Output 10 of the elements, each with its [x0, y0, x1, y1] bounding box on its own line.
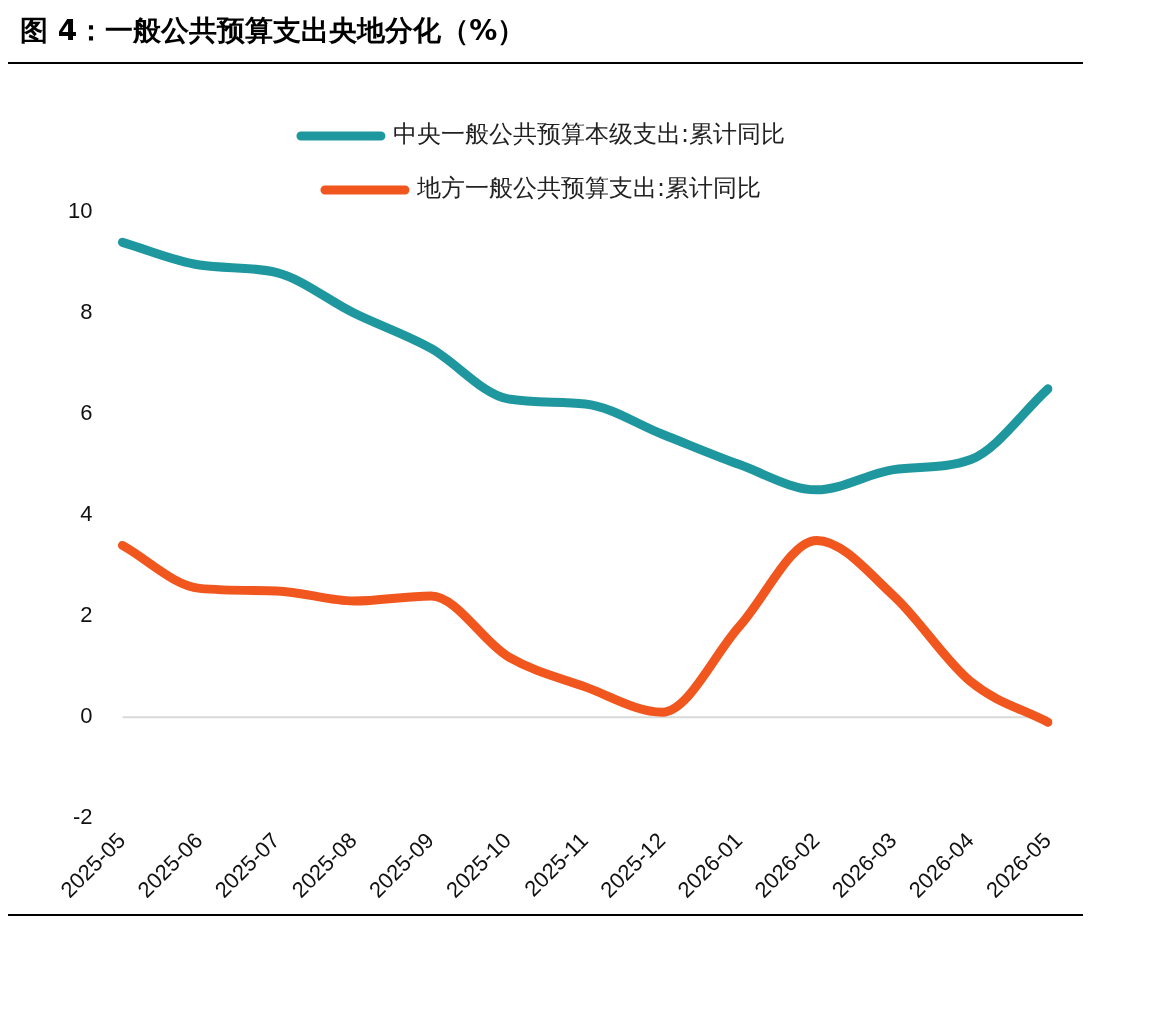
y-tick-label: 4	[80, 501, 93, 527]
y-tick-label: 0	[80, 703, 93, 729]
y-tick-label: 8	[80, 299, 93, 325]
legend-label: 中央一般公共预算本级支出:累计同比	[392, 120, 786, 149]
legend-label: 地方一般公共预算支出:累计同比	[415, 174, 762, 203]
chart-title: 图 4：一般公共预算支出央地分化（%）	[19, 13, 527, 49]
y-tick-label: 2	[80, 602, 93, 628]
y-tick-label: -2	[72, 804, 93, 830]
y-tick-label: 10	[67, 198, 93, 224]
y-tick-label: 6	[80, 400, 93, 426]
